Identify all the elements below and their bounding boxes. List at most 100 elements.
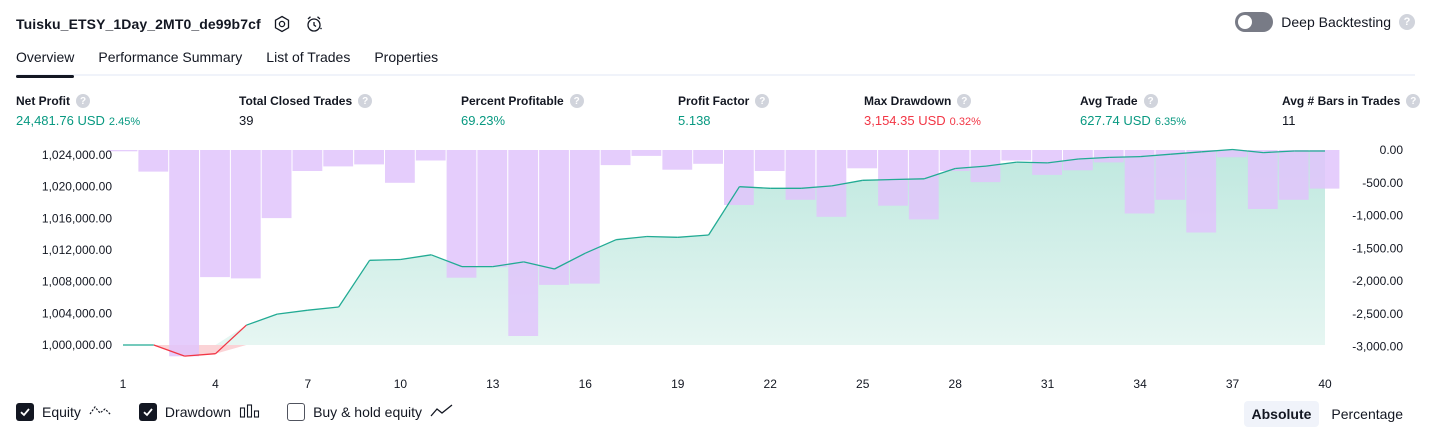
drawdown-bar	[662, 150, 693, 170]
x-axis-tick-label: 10	[394, 377, 408, 391]
x-axis-tick-label: 13	[486, 377, 500, 391]
equity-line-segment	[215, 324, 247, 355]
drawdown-bar	[1309, 150, 1340, 189]
drawdown-bar	[107, 150, 138, 152]
drawdown-bar	[1063, 150, 1093, 171]
right-axis-tick-label: -500.00	[1362, 176, 1403, 190]
info-icon[interactable]: ?	[957, 94, 972, 108]
metric-value: 627.74 USD	[1080, 113, 1151, 128]
x-axis-tick-label: 22	[764, 377, 778, 391]
legend-buy-hold-equity[interactable]: Buy & hold equity	[287, 403, 454, 421]
tab-overview[interactable]: Overview	[16, 44, 75, 78]
equity-line-segment	[955, 165, 987, 170]
equity-line-segment	[1201, 148, 1233, 153]
equity-line-segment	[616, 235, 647, 241]
left-axis-tick-label: 1,000,000.00	[42, 338, 112, 352]
equity-line-segment	[893, 178, 925, 181]
equity-line-segment	[862, 178, 894, 181]
equity-line-segment	[307, 306, 339, 311]
info-icon[interactable]: ?	[358, 94, 373, 108]
drawdown-bar	[939, 150, 970, 171]
x-axis-tick-label: 19	[671, 377, 685, 391]
equity-line-segment	[985, 161, 1017, 167]
left-axis-tick-label: 1,016,000.00	[42, 211, 112, 225]
equity-line-segment	[739, 186, 771, 189]
equity-line-segment	[1047, 158, 1079, 164]
metric-value: 11	[1282, 113, 1296, 128]
drawdown-bar	[1124, 150, 1155, 214]
drawdown-bar	[847, 150, 878, 169]
drawdown-bar	[785, 150, 816, 200]
legend-label: Equity	[42, 404, 81, 420]
deep-backtesting-toggle[interactable]	[1235, 12, 1274, 32]
drawdown-bar	[230, 150, 261, 279]
metric-label: Max Drawdown	[864, 94, 952, 108]
x-axis-tick-label: 31	[1041, 377, 1055, 391]
equity-line-segment	[523, 261, 555, 270]
x-axis-tick-label: 28	[949, 377, 963, 391]
equity-checkbox[interactable]	[16, 403, 34, 421]
right-axis-tick-label: -2,000.00	[1352, 274, 1403, 288]
metric-percent: 0.32%	[949, 116, 981, 128]
info-icon[interactable]: ?	[1406, 94, 1421, 108]
metric-max-drawdown: Max Drawdown? 3,154.35 USD 0.32%	[864, 93, 981, 129]
left-axis-tick-label: 1,020,000.00	[42, 180, 112, 194]
metric-net-profit: Net Profit? 24,481.76 USD 2.45%	[16, 93, 140, 129]
settings-icon[interactable]	[271, 13, 293, 35]
metric-value: 39	[239, 113, 254, 128]
x-axis-tick-label: 25	[856, 377, 870, 391]
metric-value: 3,154.35 USD	[864, 113, 946, 128]
absolute-button[interactable]: Absolute	[1243, 401, 1320, 427]
info-icon[interactable]: ?	[76, 94, 90, 108]
info-icon[interactable]: ?	[755, 94, 770, 108]
metric-percent: 6.35%	[1154, 116, 1187, 128]
equity-line-segment	[1232, 148, 1264, 154]
x-axis-tick-label: 37	[1226, 377, 1240, 391]
equity-line-segment	[1263, 150, 1295, 154]
tab-list-of-trades[interactable]: List of Trades	[266, 49, 351, 65]
right-axis-tick-label: -2,500.00	[1352, 307, 1403, 321]
metric-value: 69.23%	[461, 113, 506, 128]
drawdown-bar	[1155, 150, 1186, 200]
metric-label: Percent Profitable	[461, 94, 564, 108]
drawdown-bar	[539, 150, 569, 285]
alarm-clock-icon[interactable]	[303, 13, 325, 35]
deep-backtesting-label: Deep Backtesting	[1281, 14, 1391, 30]
equity-drawdown-chart[interactable]: 1,024,000.00 1,020,000.00 1,016,000.00 1,01…	[0, 140, 1431, 400]
drawdown-bar	[1186, 150, 1217, 233]
legend-label: Buy & hold equity	[313, 404, 423, 420]
equity-negative-area	[123, 345, 1325, 357]
metric-percent-profitable: Percent Profitable? 69.23%	[461, 93, 584, 129]
legend-drawdown[interactable]: Drawdown	[138, 403, 261, 421]
drawdown-bar	[508, 150, 539, 336]
help-icon[interactable]: ?	[1399, 14, 1415, 30]
equity-line-segment	[1170, 151, 1202, 155]
tab-performance-summary[interactable]: Performance Summary	[98, 49, 243, 65]
buy-hold-checkbox[interactable]	[287, 403, 306, 421]
drawdown-bar	[1217, 150, 1247, 158]
left-axis-tick-label: 1,008,000.00	[42, 275, 112, 289]
drawdown-bar	[816, 150, 847, 217]
drawdown-bar	[724, 150, 754, 205]
equity-area	[123, 149, 1325, 345]
percentage-button[interactable]: Percentage	[1331, 406, 1403, 422]
buy-hold-line-icon	[430, 403, 454, 421]
tab-properties[interactable]: Properties	[374, 49, 439, 65]
metric-label: Total Closed Trades	[239, 94, 353, 108]
drawdown-checkbox[interactable]	[138, 403, 157, 421]
info-icon[interactable]: ?	[569, 94, 584, 108]
drawdown-bar	[169, 150, 199, 357]
x-axis-tick-label: 7	[305, 377, 312, 391]
drawdown-bar	[200, 150, 230, 278]
legend-equity[interactable]: Equity	[16, 403, 113, 421]
metric-total-closed-trades: Total Closed Trades? 39	[239, 93, 373, 129]
metric-value: 24,481.76 USD	[16, 113, 105, 128]
equity-line-segment	[831, 179, 863, 187]
info-icon[interactable]: ?	[1143, 94, 1158, 108]
equity-line-segment	[646, 235, 678, 238]
header: Tuisku_ETSY_1Day_2MT0_de99b7cf	[16, 11, 325, 37]
equity-line-segment	[1109, 155, 1141, 159]
drawdown-bar	[292, 150, 323, 171]
metric-label: Net Profit	[16, 94, 70, 108]
equity-line-segment	[369, 258, 401, 261]
